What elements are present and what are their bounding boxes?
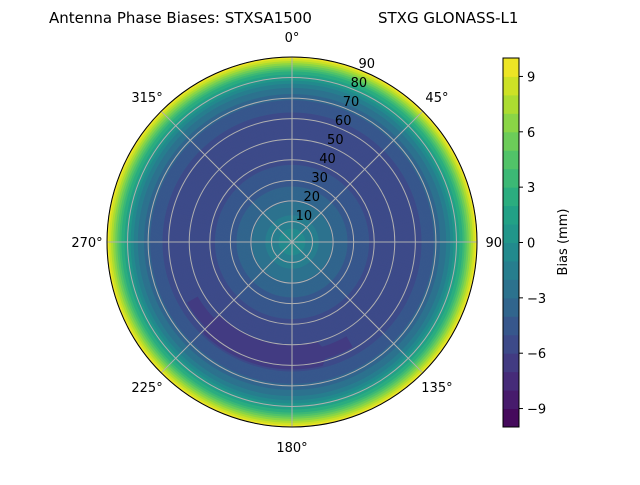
colorbar-tick-label: 6: [527, 126, 535, 141]
colorbar-band: [503, 76, 519, 96]
chart-title-left: Antenna Phase Biases: STXSA1500: [49, 9, 312, 27]
colorbar-band: [503, 260, 519, 280]
colorbar-tick-label: 3: [527, 181, 535, 196]
colorbar-band: [503, 353, 519, 373]
colorbar-band: [503, 297, 519, 317]
colorbar-band: [503, 334, 519, 354]
colorbar-band: [503, 168, 519, 188]
angle-tick-label: 135°: [421, 381, 452, 396]
chart-title-right: STXG GLONASS-L1: [378, 9, 518, 27]
radial-tick-label: 70: [343, 95, 360, 110]
polar-grid: [106, 56, 478, 428]
colorbar-tick-label: −9: [527, 403, 546, 418]
colorbar-band: [503, 113, 519, 133]
angle-tick-label: 0°: [285, 31, 300, 46]
angular-gridline: [291, 241, 424, 374]
colorbar: 9 6 3 0 −3 −6 −9: [502, 57, 546, 428]
angular-gridline: [160, 110, 293, 243]
colorbar-band: [503, 390, 519, 410]
angular-gridline: [160, 241, 293, 374]
radial-tick-label: 80: [351, 76, 368, 91]
angle-tick-label: 270°: [71, 236, 102, 251]
colorbar-band: [503, 242, 519, 262]
colorbar-tick-label: −3: [527, 292, 546, 307]
colorbar-band: [503, 279, 519, 299]
angle-tick-label: 180°: [276, 441, 307, 456]
colorbar-tick-label: 9: [527, 70, 535, 85]
angular-gridline: [291, 110, 424, 243]
angle-tick-label: 45°: [425, 91, 448, 106]
radial-tick-label: 10: [296, 209, 313, 224]
colorbar-band: [503, 316, 519, 336]
colorbar-label: Bias (mm): [556, 209, 571, 276]
colorbar-band: [503, 58, 519, 77]
angle-tick-label: 315°: [131, 91, 162, 106]
radial-tick-label: 40: [319, 152, 336, 167]
colorbar-band: [503, 205, 519, 225]
colorbar-band: [503, 150, 519, 170]
local-minimum-band: [187, 296, 353, 370]
colorbar-band: [503, 371, 519, 391]
colorbar-band: [503, 408, 519, 428]
radial-tick-label: 90: [359, 57, 376, 72]
radial-labels: 10 20 30 40 50 60 70 80 90: [296, 57, 375, 224]
colorbar-tick-label: 0: [527, 237, 535, 252]
radial-tick-label: 50: [327, 133, 344, 148]
angle-labels: 0°45°90°135°180°225°270°315°: [71, 31, 508, 456]
radial-tick-label: 20: [303, 190, 320, 205]
radial-tick-label: 30: [311, 171, 328, 186]
colorbar-band: [503, 187, 519, 207]
colorbar-band: [503, 224, 519, 243]
colorbar-band: [503, 131, 519, 151]
angle-tick-label: 225°: [131, 381, 162, 396]
colorbar-tick-label: −6: [527, 347, 546, 362]
radial-tick-label: 60: [335, 114, 352, 129]
polar-frame: [106, 56, 478, 428]
colorbar-band: [503, 94, 519, 114]
